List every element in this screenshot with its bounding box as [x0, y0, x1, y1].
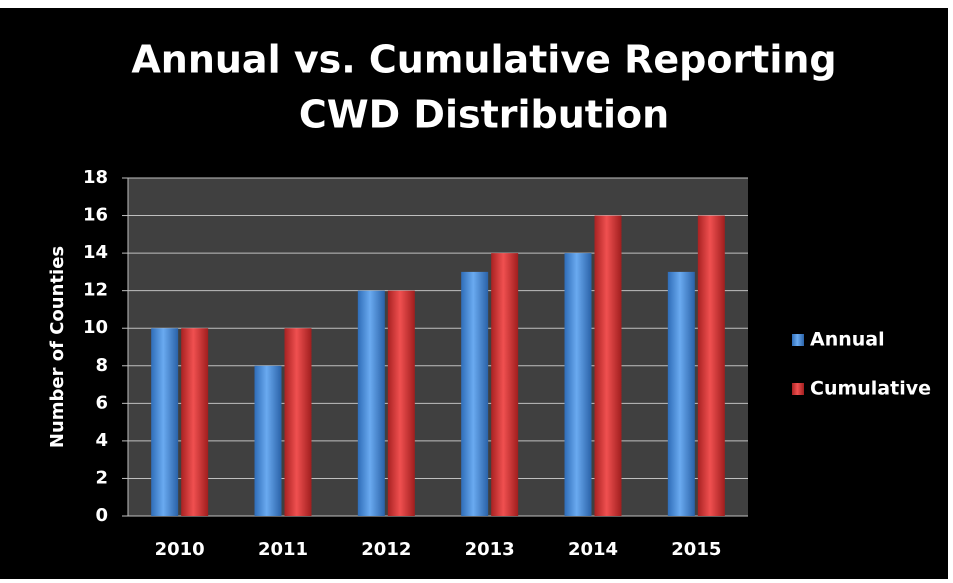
x-tick-label: 2010	[155, 539, 205, 560]
y-tick-label: 2	[95, 467, 108, 488]
bar	[357, 290, 385, 516]
y-tick-label: 4	[95, 430, 108, 451]
bar	[564, 253, 592, 516]
y-tick-label: 12	[83, 280, 108, 301]
legend-swatch	[792, 383, 804, 395]
bar	[387, 290, 415, 516]
x-tick-label: 2012	[361, 539, 411, 560]
bar	[491, 253, 519, 516]
y-axis-label: Number of Counties	[47, 246, 68, 448]
legend-label: Annual	[810, 329, 885, 351]
bar	[254, 365, 282, 516]
y-tick-label: 14	[83, 242, 108, 263]
x-tick-label: 2013	[465, 539, 515, 560]
plot-area	[128, 178, 748, 516]
bar	[151, 328, 179, 516]
bar	[697, 215, 725, 517]
y-tick-label: 6	[95, 392, 108, 413]
bar	[461, 271, 489, 516]
y-tick-label: 10	[83, 317, 108, 338]
x-tick-label: 2011	[258, 539, 308, 560]
bar	[667, 271, 695, 516]
chart-title: Annual vs. Cumulative Reporting	[131, 38, 836, 82]
legend-swatch	[792, 334, 804, 346]
y-tick-label: 16	[83, 205, 108, 226]
bar	[594, 215, 622, 517]
legend-label: Cumulative	[810, 378, 931, 400]
x-tick-label: 2015	[671, 539, 721, 560]
y-tick-label: 18	[83, 167, 108, 188]
bar	[181, 328, 209, 516]
x-tick-label: 2014	[568, 539, 618, 560]
y-tick-label: 0	[95, 505, 108, 526]
bar	[284, 328, 312, 516]
y-tick-label: 8	[95, 355, 108, 376]
chart-title: CWD Distribution	[299, 93, 669, 137]
